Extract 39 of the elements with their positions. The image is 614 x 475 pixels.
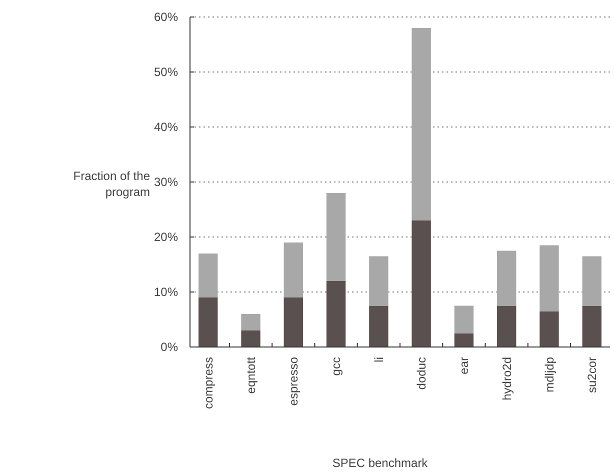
x-tick-label: li: [372, 357, 386, 362]
bar: [326, 193, 346, 281]
x-tick-label: compress: [201, 357, 216, 410]
y-axis-title: Fraction of the program: [73, 169, 150, 199]
bar: [582, 306, 602, 347]
bar: [198, 298, 218, 347]
bar: [412, 220, 431, 347]
x-axis-title: SPEC benchmark: [332, 456, 429, 470]
x-tick-label: espresso: [286, 356, 301, 406]
bar: [540, 311, 559, 347]
bar: [540, 245, 559, 312]
bar: [582, 256, 602, 306]
bar: [497, 250, 516, 306]
y-tick-label: 60%: [154, 10, 178, 24]
bar: [497, 306, 516, 347]
x-tick-label: ear: [457, 356, 472, 374]
x-tick-label: gcc: [329, 357, 344, 376]
x-tick-label: doduc: [414, 357, 429, 390]
bar: [284, 242, 303, 298]
x-tick-label: su2cor: [585, 357, 600, 394]
x-tick-label: hydro2d: [500, 357, 514, 400]
y-tick-label: 20%: [154, 230, 178, 244]
bar: [369, 256, 388, 306]
bar: [454, 306, 474, 334]
x-tick-label: eqntott: [244, 356, 258, 394]
bar: [241, 330, 260, 347]
bar: [241, 314, 260, 330]
y-tick-label: 50%: [154, 65, 178, 80]
y-tick-label: 0%: [160, 340, 178, 354]
bar: [326, 281, 346, 347]
y-tick-label: 30%: [154, 175, 178, 190]
bar: [412, 28, 431, 220]
bar: [284, 298, 303, 347]
x-tick-label: mdljdp: [542, 356, 556, 392]
bar: [369, 306, 388, 347]
bar: [198, 254, 218, 298]
y-tick-label: 10%: [154, 285, 178, 300]
bar: [454, 333, 474, 347]
y-tick-label: 40%: [154, 120, 178, 134]
